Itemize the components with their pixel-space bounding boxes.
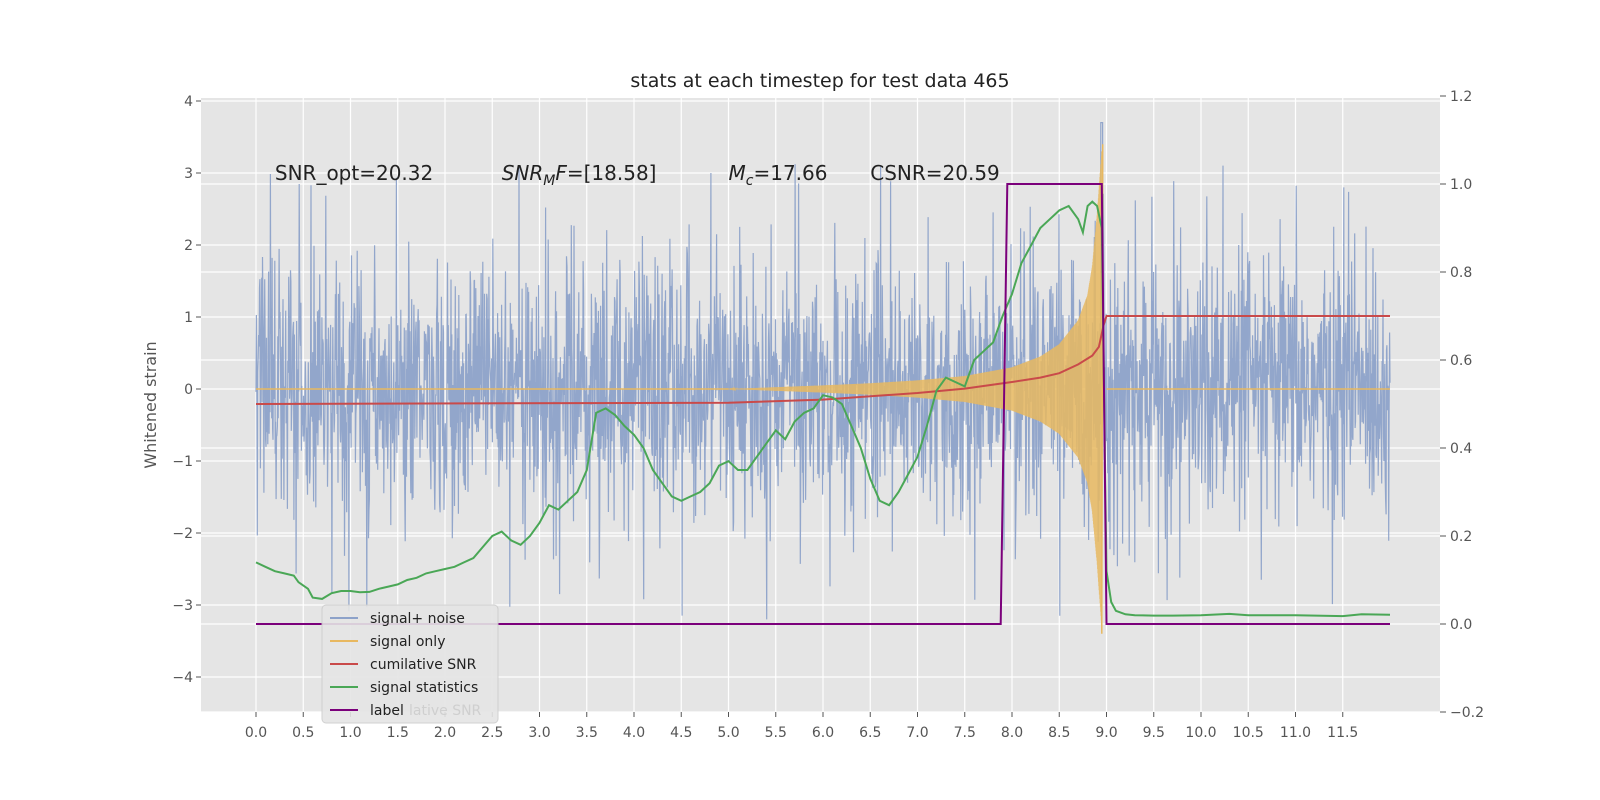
y-tick-label: −2 [172, 526, 193, 542]
legend: signal+ noise signal only cumilative SNR si… [321, 604, 499, 724]
legend-entry: signal statistics [370, 680, 478, 696]
data-layer [255, 122, 1391, 634]
x-tick-label: 2.5 [481, 725, 503, 741]
y-tick-label: 1 [184, 310, 193, 326]
x-tick-label: 7.0 [906, 725, 928, 741]
x-tick-label: 1.0 [339, 725, 361, 741]
y-tick-label: 2 [184, 238, 193, 254]
series-label [256, 183, 1390, 625]
x-tick-label: 6.0 [812, 725, 834, 741]
y-tick-label: 3 [184, 166, 193, 182]
y2-tick-label: 0.0 [1450, 617, 1472, 633]
annotation: Mc=17.66 [729, 161, 828, 189]
x-tick-label: 1.5 [387, 725, 409, 741]
annotation: SNR_opt=20.32 [275, 161, 433, 185]
y2-tick-label: 0.8 [1450, 265, 1472, 281]
y-tick-label: 0 [184, 382, 193, 398]
y2-tick-label: 0.4 [1450, 441, 1472, 457]
annotations: SNR_opt=20.32 SNRMF=[18.58] Mc=17.66 CSNR=2… [275, 161, 1000, 189]
y-axis-right: −0.2 0.0 0.2 0.4 0.6 0.8 1.0 1.2 [1440, 89, 1484, 721]
x-tick-label: 10.0 [1185, 725, 1216, 741]
x-axis: 0.0 0.5 1.0 1.5 2.0 2.5 3.0 3.5 4.0 4.5 5.0 5.5 6.0 6… [245, 712, 1358, 741]
y-tick-label: 4 [184, 94, 193, 110]
x-tick-label: 5.5 [765, 725, 787, 741]
x-tick-label: 0.5 [292, 725, 314, 741]
x-tick-label: 10.5 [1233, 725, 1264, 741]
y2-tick-label: −0.2 [1450, 705, 1484, 721]
legend-entry: label [370, 703, 404, 719]
y2-tick-label: 0.2 [1450, 529, 1472, 545]
x-tick-label: 8.5 [1048, 725, 1070, 741]
y-tick-label: −4 [172, 670, 193, 686]
y-axis-label: Whitened strain [141, 341, 160, 468]
y-axis-left: −4 −3 −2 −1 0 1 2 3 4 [172, 94, 201, 686]
y2-tick-label: 0.6 [1450, 353, 1472, 369]
y2-tick-label: 1.0 [1450, 177, 1472, 193]
x-tick-label: 11.5 [1327, 725, 1358, 741]
x-tick-label: 4.5 [670, 725, 692, 741]
legend-overflow-text: lative SNR [409, 703, 482, 719]
annotation: CSNR=20.59 [870, 161, 1000, 185]
x-tick-label: 4.0 [623, 725, 645, 741]
legend-entry: signal+ noise [370, 611, 465, 627]
y-tick-label: −3 [172, 598, 193, 614]
x-tick-label: 5.0 [717, 725, 739, 741]
series-signal-only-chirp [728, 151, 1103, 625]
x-tick-label: 9.0 [1095, 725, 1117, 741]
legend-box [321, 604, 499, 724]
y2-tick-label: 1.2 [1450, 89, 1472, 105]
x-tick-label: 7.5 [954, 725, 976, 741]
annotation: SNRMF=[18.58] [502, 161, 657, 189]
y-tick-label: −1 [172, 454, 193, 470]
x-tick-label: 3.5 [576, 725, 598, 741]
x-tick-label: 9.5 [1143, 725, 1165, 741]
x-tick-label: 11.0 [1280, 725, 1311, 741]
legend-entry: cumilative SNR [370, 657, 477, 673]
chart-title: stats at each timestep for test data 465 [630, 70, 1009, 92]
series-signal-noise [255, 122, 1391, 620]
x-tick-label: 2.0 [434, 725, 456, 741]
x-tick-label: 0.0 [245, 725, 267, 741]
x-tick-label: 3.0 [528, 725, 550, 741]
legend-entry: signal only [370, 634, 445, 650]
x-tick-label: 6.5 [859, 725, 881, 741]
x-tick-label: 8.0 [1001, 725, 1023, 741]
series-signal-statistics [255, 200, 1391, 618]
